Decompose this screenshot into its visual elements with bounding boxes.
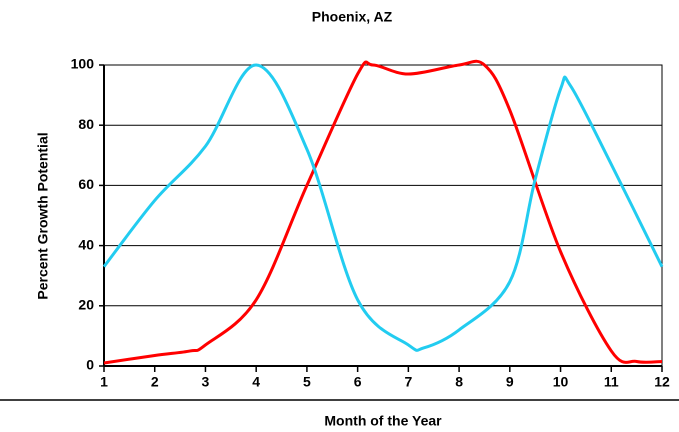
y-tick-label: 80 bbox=[78, 116, 94, 132]
series-line bbox=[102, 63, 664, 352]
x-tick-label: 6 bbox=[354, 374, 362, 390]
chart-title: Phoenix, AZ bbox=[312, 9, 393, 25]
plot-frame bbox=[103, 64, 663, 367]
x-axis-label: Month of the Year bbox=[324, 413, 442, 429]
x-tick-label: 12 bbox=[654, 374, 670, 390]
y-tick-label: 0 bbox=[86, 357, 94, 373]
x-tick-label: 3 bbox=[202, 374, 210, 390]
y-tick-label: 100 bbox=[71, 56, 95, 72]
series-line bbox=[103, 59, 663, 365]
x-tick-label: 11 bbox=[604, 374, 619, 390]
y-axis-label: Percent Growth Potential bbox=[35, 132, 51, 299]
y-tick-label: 40 bbox=[78, 236, 94, 252]
x-tick-label: 10 bbox=[553, 374, 569, 390]
x-tick-label: 8 bbox=[455, 374, 463, 390]
y-tick-label: 60 bbox=[78, 176, 94, 192]
x-tick-label: 4 bbox=[252, 374, 260, 390]
x-tick-label: 1 bbox=[100, 374, 108, 390]
y-tick-label: 20 bbox=[78, 297, 94, 313]
x-tick-label: 9 bbox=[506, 374, 514, 390]
x-tick-label: 5 bbox=[303, 374, 311, 390]
x-tick-label: 7 bbox=[404, 374, 412, 390]
x-tick-label: 2 bbox=[151, 374, 159, 390]
